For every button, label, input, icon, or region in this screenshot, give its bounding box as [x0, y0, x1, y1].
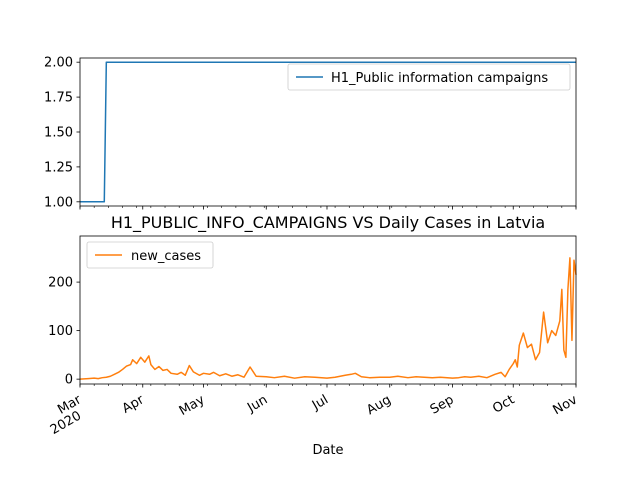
x-axis-label: Date	[312, 443, 343, 458]
top-y-tick-label: 1.00	[44, 195, 73, 210]
top-plot-frame	[79, 57, 577, 207]
top-y-tick-label: 1.25	[44, 160, 73, 175]
top-plot-lines	[80, 61, 576, 203]
bottom-x-tick-label: Jul	[309, 392, 331, 413]
top-legend-label: H1_Public information campaigns	[331, 71, 548, 86]
top-y-tick-label: 1.50	[44, 126, 73, 141]
chart-title: H1_PUBLIC_INFO_CAMPAIGNS VS Daily Cases …	[111, 213, 545, 233]
top-legend: H1_Public information campaigns	[287, 63, 571, 91]
bottom-y-tick-label: 200	[48, 276, 73, 291]
top-subplot: 1.00 1.25 1.50 1.75 2.00 H1_Public informati…	[44, 56, 577, 210]
top-y-tick-label: 1.75	[44, 91, 73, 106]
top-y-tick-label: 2.00	[44, 56, 73, 71]
top-legend-box	[287, 63, 571, 91]
top-series-line-0	[80, 61, 576, 203]
bottom-y-tick-label: 100	[48, 324, 73, 339]
bottom-y-tick-label: 0	[65, 373, 73, 388]
bottom-legend-box	[86, 241, 214, 269]
bottom-y-axis-ticks: 0 100 200	[48, 276, 80, 388]
bottom-legend: new_cases	[86, 241, 214, 269]
top-y-axis-ticks: 1.00 1.25 1.50 1.75 2.00	[44, 56, 80, 210]
bottom-plot-lines	[79, 257, 577, 380]
bottom-legend-label: new_cases	[131, 249, 201, 264]
bottom-series-line-0	[79, 257, 577, 380]
bottom-plot-frame	[79, 235, 577, 385]
